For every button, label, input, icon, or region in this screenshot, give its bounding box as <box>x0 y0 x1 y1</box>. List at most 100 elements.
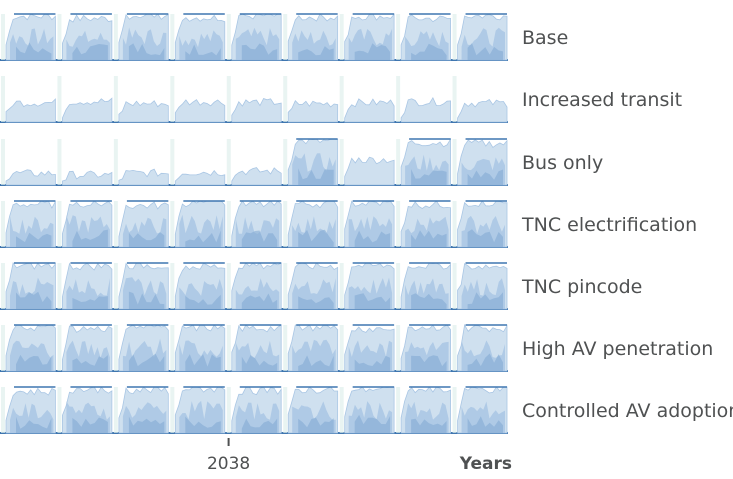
period-gap <box>113 387 118 433</box>
period-gap <box>57 76 62 122</box>
area-band-dark <box>298 296 334 309</box>
area-band-dark <box>72 229 108 247</box>
area-band-dark <box>467 353 503 371</box>
period-gap <box>452 76 457 122</box>
area-band-dark <box>354 230 391 247</box>
period-gap <box>57 14 62 60</box>
area-band-dark <box>128 232 165 247</box>
area-band-dark <box>16 416 52 433</box>
period-gap <box>396 263 401 309</box>
period-gap <box>1 201 5 247</box>
area-band-dark <box>16 354 52 371</box>
period-gap <box>57 201 62 247</box>
period-gap <box>452 14 457 60</box>
row-label: TNC pincode <box>521 276 642 298</box>
area-band-light <box>344 98 395 123</box>
area-band-dark <box>16 291 52 309</box>
area-band-dark <box>16 42 52 60</box>
area-band-dark <box>467 229 503 247</box>
area-band-dark <box>354 355 391 371</box>
area-band-light <box>231 167 282 186</box>
period-gap <box>226 325 231 371</box>
period-gap <box>283 139 288 185</box>
period-gap <box>1 263 5 309</box>
period-gap <box>396 76 401 122</box>
area-band-dark <box>241 230 278 247</box>
series-row <box>0 13 508 61</box>
period-gap <box>1 76 5 122</box>
period-gap <box>170 139 175 185</box>
period-gap <box>339 387 344 433</box>
series-row <box>0 323 508 372</box>
period-gap <box>113 14 118 60</box>
period-gap <box>1 14 5 60</box>
period-gap <box>339 201 344 247</box>
period-gap <box>452 201 457 247</box>
x-axis-title: Years <box>459 454 512 474</box>
series-row <box>0 200 508 248</box>
area-band-dark <box>185 44 221 60</box>
period-gap <box>170 76 175 122</box>
area-band-dark <box>72 417 108 433</box>
area-band-light <box>174 169 226 186</box>
area-band-dark <box>354 414 391 433</box>
area-band-dark <box>16 232 52 247</box>
area-band-dark <box>128 416 165 433</box>
period-gap <box>170 201 175 247</box>
area-band-dark <box>128 43 165 60</box>
area-band-light <box>61 170 113 186</box>
area-band-dark <box>241 43 278 60</box>
area-band-dark <box>354 43 391 60</box>
area-band-dark <box>72 44 108 60</box>
area-band-dark <box>467 416 503 433</box>
row-label: Increased transit <box>522 89 682 111</box>
area-band-dark <box>411 230 447 247</box>
period-gap <box>170 387 175 433</box>
period-gap <box>283 325 288 371</box>
area-band-light <box>118 168 169 186</box>
period-gap <box>113 139 118 185</box>
area-band-light <box>5 98 56 123</box>
area-band-light <box>61 97 113 123</box>
period-gap <box>57 263 62 309</box>
area-band-dark <box>298 168 334 185</box>
area-band-dark <box>354 293 391 309</box>
period-gap <box>283 76 288 122</box>
period-gap <box>452 139 457 185</box>
period-gap <box>113 263 118 309</box>
area-band-dark <box>72 355 108 371</box>
period-gap <box>339 263 344 309</box>
area-band-dark <box>185 294 221 309</box>
area-band-light <box>174 99 226 123</box>
row-label: TNC electrification <box>521 214 697 236</box>
area-band-dark <box>411 169 447 185</box>
area-band-light <box>344 156 395 186</box>
period-gap <box>226 263 231 309</box>
period-gap <box>57 387 62 433</box>
period-gap <box>283 387 288 433</box>
area-band-dark <box>467 169 503 185</box>
area-band-dark <box>241 355 278 371</box>
area-band-dark <box>185 230 221 247</box>
period-gap <box>1 387 5 433</box>
area-band-light <box>5 169 56 186</box>
period-gap <box>170 14 175 60</box>
period-gap <box>283 263 288 309</box>
period-gap <box>339 76 344 122</box>
period-gap <box>339 139 344 185</box>
area-band-light <box>457 98 508 123</box>
area-band-dark <box>72 296 108 309</box>
row-label: High AV penetration <box>522 338 713 360</box>
period-gap <box>226 201 231 247</box>
area-band-dark <box>411 43 447 60</box>
period-gap <box>170 263 175 309</box>
area-band-light <box>118 100 169 123</box>
area-band-dark <box>185 416 221 433</box>
area-band-dark <box>467 292 503 309</box>
period-gap <box>396 14 401 60</box>
series-row <box>0 137 508 186</box>
chart-rows <box>0 13 508 434</box>
period-gap <box>57 325 62 371</box>
period-gap <box>283 201 288 247</box>
area-band-dark <box>241 293 278 309</box>
